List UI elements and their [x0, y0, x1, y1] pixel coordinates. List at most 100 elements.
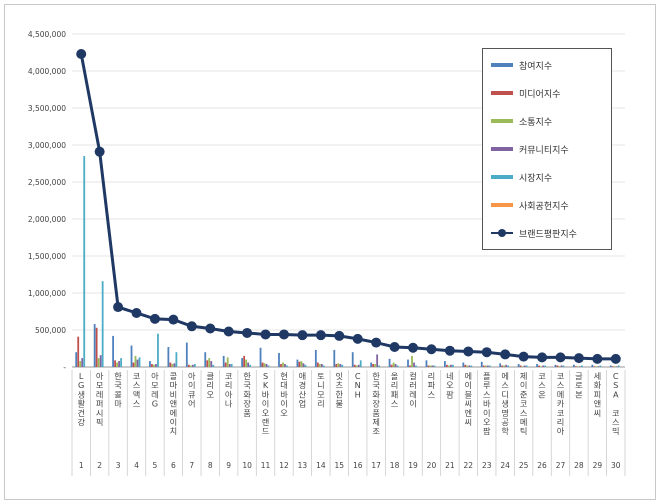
x-category-number: 18 — [390, 461, 400, 470]
bar-1-26 — [536, 364, 538, 367]
legend-item-media: 미디어지수 — [491, 85, 560, 101]
bar-4-17 — [376, 354, 379, 367]
bar-5-23 — [488, 365, 491, 367]
bar-3-22 — [466, 365, 469, 367]
bar-2-14 — [316, 362, 319, 367]
x-category-number: 10 — [242, 461, 252, 470]
bar-4-16 — [357, 364, 360, 367]
bar-3-6 — [171, 364, 174, 367]
line-point-30 — [610, 353, 621, 364]
x-category-number: 11 — [261, 461, 271, 470]
bar-3-9 — [226, 357, 229, 367]
bar-1-17 — [370, 362, 373, 367]
bar-5-29 — [599, 365, 602, 367]
bar-1-22 — [462, 362, 465, 367]
bar-4-25 — [523, 365, 526, 367]
bar-3-19 — [411, 355, 413, 367]
bar-2-26 — [538, 365, 540, 367]
line-point-12 — [278, 329, 289, 340]
bar-4-10 — [247, 362, 250, 367]
x-category-number: 20 — [427, 461, 437, 470]
bar-2-15 — [335, 364, 338, 367]
x-category-number: 15 — [335, 461, 345, 470]
bar-1-4 — [130, 345, 133, 367]
bar-series-group — [75, 156, 620, 367]
legend-swatch — [491, 175, 513, 179]
legend-item-social-contribution: 사회공헌지수 — [491, 197, 569, 213]
x-category-number: 13 — [298, 461, 308, 470]
x-category-number: 22 — [464, 461, 474, 470]
line-point-16 — [352, 333, 363, 344]
line-point-9 — [223, 326, 234, 337]
line-point-5 — [149, 313, 160, 324]
bar-1-13 — [296, 359, 299, 367]
bar-1-8 — [204, 352, 207, 367]
bar-1-21 — [443, 361, 446, 367]
bar-5-6 — [175, 352, 178, 367]
legend-label: 시장지수 — [519, 173, 553, 184]
x-category-number: 29 — [593, 461, 603, 470]
bar-1-16 — [351, 352, 354, 367]
bar-1-27 — [554, 364, 557, 367]
line-point-20 — [426, 344, 437, 355]
bar-4-29 — [597, 366, 600, 367]
bar-5-18 — [396, 365, 399, 367]
x-category-number: 16 — [353, 461, 363, 470]
bar-4-15 — [339, 364, 342, 367]
legend-label: 소통지수 — [519, 117, 553, 128]
bar-4-6 — [173, 363, 176, 367]
legend-line-swatch — [491, 229, 513, 237]
bar-3-2 — [97, 358, 100, 367]
bar-2-25 — [519, 365, 522, 367]
bar-1-20 — [425, 360, 428, 367]
line-point-15 — [334, 330, 345, 341]
bar-1-25 — [517, 364, 520, 367]
legend-label: 미디어지수 — [519, 89, 561, 100]
bar-1-1 — [75, 352, 78, 367]
bar-3-27 — [558, 366, 561, 367]
bar-5-2 — [101, 281, 104, 367]
bar-2-7 — [187, 364, 190, 367]
legend-label: 브랜드평판지수 — [519, 229, 577, 240]
x-category-number: 24 — [500, 461, 510, 470]
bar-4-18 — [394, 364, 397, 367]
bar-3-15 — [337, 363, 340, 367]
line-point-27 — [555, 352, 566, 363]
legend-label: 커뮤니티지수 — [519, 145, 569, 156]
bar-3-26 — [540, 366, 542, 367]
bar-4-22 — [468, 365, 471, 367]
legend-item-market: 시장지수 — [491, 169, 552, 185]
x-category-number: 17 — [371, 461, 381, 470]
bar-3-28 — [577, 366, 579, 367]
bar-5-1 — [83, 156, 86, 367]
line-point-10 — [242, 327, 253, 338]
bar-1-14 — [314, 349, 317, 367]
bar-2-3 — [114, 360, 116, 367]
bar-3-20 — [429, 365, 432, 367]
bar-3-5 — [153, 364, 155, 367]
bar-4-7 — [191, 364, 194, 367]
bar-3-4 — [134, 355, 137, 367]
bar-1-18 — [388, 358, 391, 367]
x-category-number: 6 — [171, 461, 176, 470]
line-point-3 — [113, 302, 124, 313]
line-point-1 — [76, 48, 87, 59]
line-point-19 — [408, 342, 419, 353]
bar-3-30 — [613, 366, 616, 367]
legend: 참여지수 미디어지수 소통지수 커뮤니티지수 시장지수 사회공헌지수 브랜드평판… — [482, 48, 612, 250]
line-point-14 — [315, 330, 326, 341]
x-category-number: 28 — [574, 461, 584, 470]
y-tick-label: 4,500,000 — [28, 30, 66, 39]
x-category-number: 9 — [226, 461, 231, 470]
